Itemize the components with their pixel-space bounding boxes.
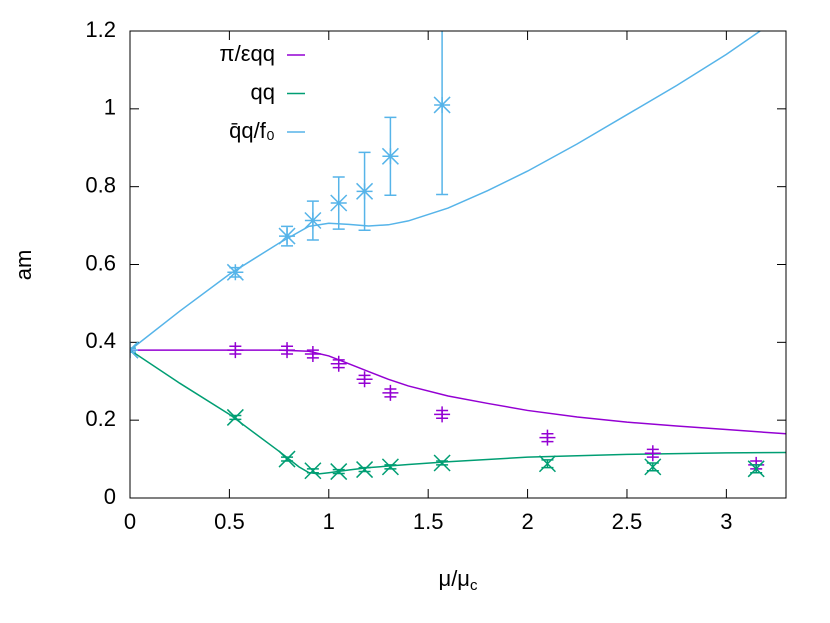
data-point [330,463,348,481]
data-point [278,450,296,468]
data-point [304,211,322,230]
x-tick-label: 1.5 [413,509,444,534]
legend-label: π/εqq [219,41,275,66]
data-point [226,408,244,426]
x-tick-label: 2 [521,509,533,534]
y-tick-label: 0.8 [85,172,116,197]
fit-curve [130,349,786,435]
data-point [539,429,556,446]
plot-border [129,30,787,499]
x-tick-label: 1 [323,509,335,534]
data-point [382,384,399,401]
x-axis-label-main: μ/μ [439,566,470,591]
legend-label: q̄q/f₀ [229,118,275,143]
error-bar [130,347,136,353]
x-tick-label: 0.5 [214,509,245,534]
data-point [434,406,451,423]
data-point [644,458,662,476]
y-tick-label: 1 [104,95,116,120]
data-point [279,342,296,359]
y-axis-label: am [11,250,36,281]
data-point [330,194,348,212]
y-tick-label: 0.2 [85,406,116,431]
data-point [538,455,556,473]
y-tick-label: 0.6 [85,250,116,275]
x-tick-label: 2.5 [612,509,643,534]
y-tick-label: 1.2 [85,17,116,42]
data-point [356,461,374,479]
legend-label: qq [251,79,275,104]
fit-curve [130,349,786,475]
x-tick-label: 0 [124,509,136,534]
data-point [356,371,373,388]
data-point [227,342,244,359]
data-point [644,445,661,462]
plot-area [130,31,786,481]
x-tick-label: 3 [720,509,732,534]
data-point [433,454,451,472]
data-point [433,96,451,114]
y-tick-label: 0.4 [85,328,116,353]
data-point [381,147,399,165]
data-point [330,355,347,372]
data-point [278,227,296,245]
y-tick-label: 0 [104,484,116,509]
data-point [356,182,374,200]
x-axis-label-sub: c [470,577,478,594]
data-point [304,462,322,480]
data-point [304,346,321,363]
x-axis-label: μ/μc [439,566,478,594]
data-point [381,458,399,476]
fit-curve [130,31,761,351]
data-point [226,263,244,281]
data-point [747,460,765,478]
